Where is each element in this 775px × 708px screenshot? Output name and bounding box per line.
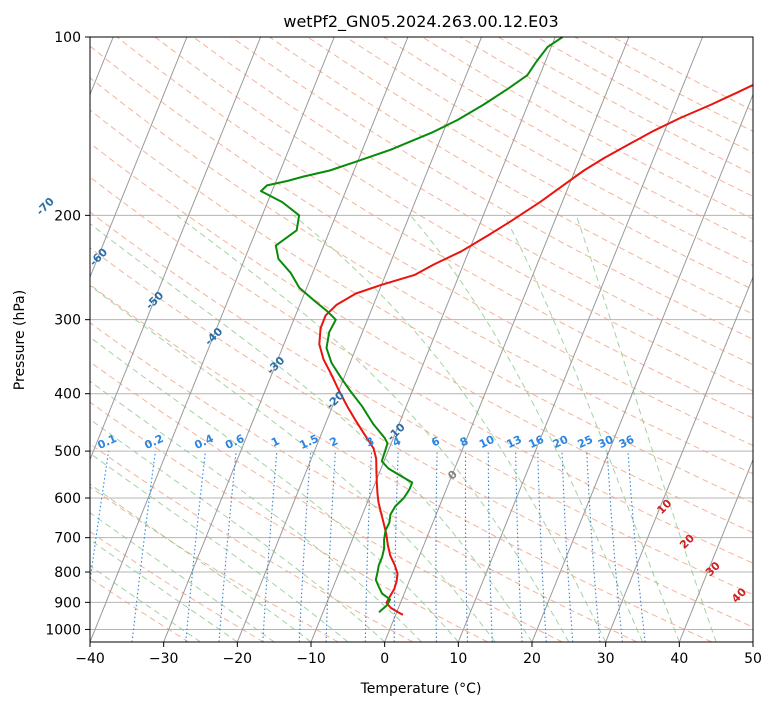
plot-frame (89, 36, 754, 643)
temperature-line (318, 83, 753, 616)
mixing-ratio-label: 20 (551, 433, 571, 451)
mixing-ratio-line (131, 451, 157, 642)
mixing-ratio-label: 36 (617, 433, 637, 451)
mixing-ratio-line (90, 451, 110, 586)
mixing-ratio-line (586, 451, 601, 642)
x-axis-label: Temperature (°C) (360, 681, 482, 697)
mixing-ratio-label: 10 (477, 433, 497, 451)
chart-title: wetPf2_GN05.2024.263.00.12.E03 (283, 12, 558, 32)
isotherm-line (678, 458, 753, 642)
x-tick-label: −20 (223, 651, 253, 667)
dry-adiabat (90, 361, 563, 642)
x-tick-label: −40 (75, 651, 105, 667)
isotherm-line (90, 37, 262, 461)
mixing-ratio-line (185, 451, 206, 642)
x-tick-label: 40 (670, 651, 688, 667)
axes: −40 −30 −20 −10 0 10 20 30 40 50 100 200 300 400 500 60… (45, 30, 762, 667)
background-lines (90, 37, 753, 642)
dry-adiabat (90, 211, 753, 596)
mixing-ratio-line (218, 451, 237, 642)
x-tick-label: 0 (380, 651, 389, 667)
isotherm-line (90, 37, 335, 642)
dry-adiabat (90, 322, 638, 642)
isotherm-line (310, 37, 556, 642)
dry-adiabat (307, 37, 753, 291)
y-tick-label: 900 (54, 595, 81, 611)
x-tick-label: −10 (296, 651, 326, 667)
x-tick-label: 20 (523, 651, 541, 667)
isotherm-line (457, 37, 704, 642)
isotherm-line (384, 37, 630, 642)
mixing-ratio-label: 25 (576, 433, 595, 451)
y-tick-label: 800 (54, 565, 81, 581)
moist-adiabat (293, 214, 607, 642)
profile-lines (260, 37, 753, 616)
y-tick-label: 200 (54, 208, 81, 224)
y-axis-label: Pressure (hPa) (12, 290, 28, 390)
isotherm-line (752, 640, 753, 642)
y-tick-label: 100 (54, 30, 81, 46)
mixing-ratio-label: 30 (596, 433, 616, 451)
isotherm-line (605, 275, 753, 642)
moist-adiabat (90, 483, 312, 642)
y-tick-label: 500 (54, 444, 81, 460)
moist-adiabat (410, 214, 643, 642)
isotherm-line (236, 37, 483, 642)
y-tick-label: 300 (54, 313, 81, 329)
dry-adiabat (90, 284, 712, 642)
dry-adiabat (192, 37, 753, 366)
x-tick-label: 10 (449, 651, 467, 667)
y-tick-label: 400 (54, 387, 81, 403)
dry-adiabat (116, 37, 753, 419)
dry-adiabat (90, 77, 753, 475)
x-tick-label: 50 (744, 651, 762, 667)
x-tick-label: −30 (149, 651, 179, 667)
dry-adiabat (90, 401, 488, 642)
moist-adiabat (575, 215, 717, 642)
dry-adiabat (90, 109, 753, 504)
y-tick-label: 700 (54, 531, 81, 547)
dry-adiabat (154, 37, 753, 392)
dewpoint-line (260, 37, 564, 613)
dry-adiabat (90, 247, 753, 628)
dry-adiabat (90, 531, 264, 642)
x-tick-label: 30 (597, 651, 615, 667)
dry-adiabat (90, 142, 753, 534)
mixing-ratio-line (627, 451, 646, 642)
isotherm-line (531, 93, 753, 642)
moist-adiabat (90, 539, 238, 642)
isotherm-line (90, 37, 188, 279)
dry-adiabat (269, 37, 753, 315)
mixing-ratio-line (606, 451, 623, 642)
y-tick-label: 1000 (45, 622, 81, 638)
isotherm-line (163, 37, 409, 642)
moist-adiabat (90, 336, 459, 642)
moist-adiabat (90, 380, 422, 642)
moist-adiabat (503, 215, 680, 642)
mixing-ratio-label: 13 (504, 433, 523, 451)
y-tick-label: 600 (54, 491, 81, 507)
mixing-ratio-label: 16 (527, 433, 547, 451)
moist-adiabat (90, 452, 349, 642)
moist-adiabat (90, 223, 533, 642)
